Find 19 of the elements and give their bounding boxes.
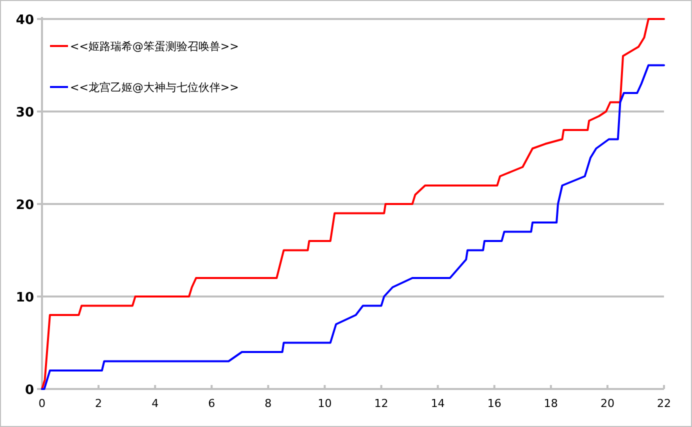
x-tick-label: 14	[430, 397, 445, 410]
y-tick-label: 20	[16, 198, 34, 213]
legend-label: <<姬路瑞希@笨蛋测验召唤兽>>	[70, 40, 239, 53]
y-tick-label: 0	[24, 383, 34, 398]
x-tick-label: 22	[657, 397, 671, 410]
x-tick-label: 8	[264, 397, 272, 410]
x-tick-label: 4	[152, 397, 159, 410]
x-tick-label: 16	[487, 397, 502, 410]
y-tick-label: 10	[16, 290, 34, 306]
x-tick-label: 2	[95, 397, 102, 410]
y-tick-label: 40	[16, 13, 34, 28]
x-tick-label: 6	[208, 397, 216, 410]
legend-label: <<龙宫乙姬@大神与七位伙伴>>	[70, 81, 239, 94]
x-tick-label: 0	[38, 397, 46, 410]
x-tick-label: 18	[544, 397, 558, 410]
x-tick-label: 10	[318, 397, 332, 410]
x-tick-label: 12	[374, 397, 388, 410]
y-tick-label: 30	[16, 106, 34, 120]
x-tick-label: 20	[600, 397, 614, 410]
